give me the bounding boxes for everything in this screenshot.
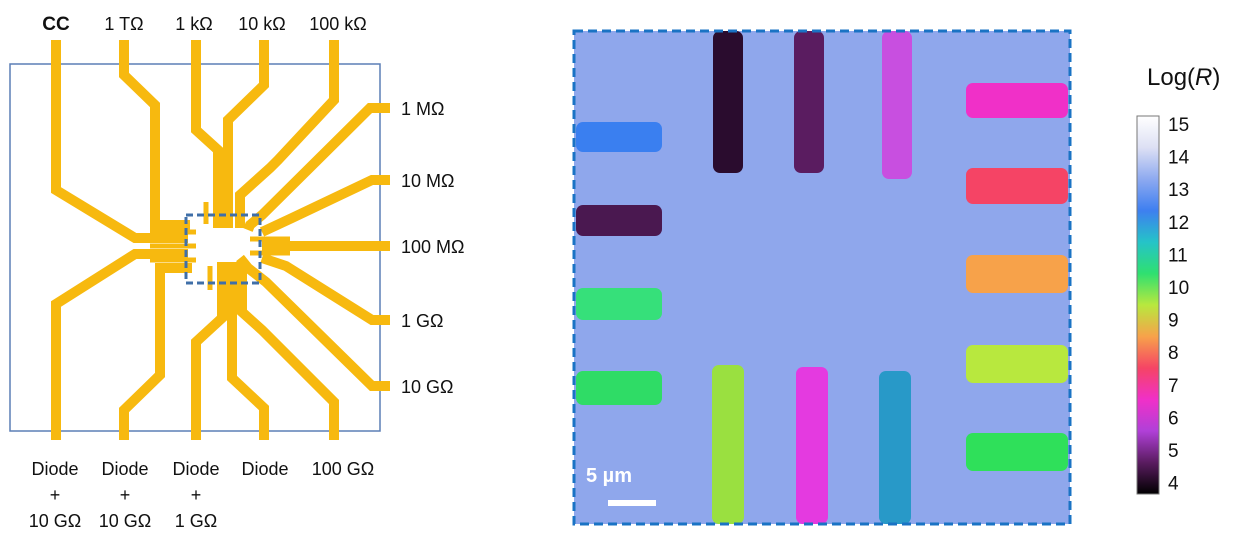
- electrode-left-4: [576, 371, 662, 405]
- colorbar: Log(R) 15 14 13 12 11 10 9 8 7 6 5 4: [1136, 64, 1220, 495]
- colorbar-ticks: 15 14 13 12 11 10 9 8 7 6 5 4: [1168, 115, 1190, 495]
- colorbar-tick-label: 15: [1168, 115, 1189, 136]
- electrode-top-2: [794, 31, 824, 173]
- chip-schematic: CC 1 TΩ 1 kΩ 10 kΩ 100 kΩ 1 MΩ 10 MΩ 100…: [9, 14, 464, 531]
- label-10g: 10 GΩ: [401, 377, 453, 397]
- electrode-right-3: [966, 255, 1068, 293]
- colorbar-title-suffix: ): [1212, 64, 1220, 91]
- label-1k: 1 kΩ: [175, 14, 212, 34]
- electrode-bottom-3: [879, 371, 911, 524]
- colorbar-tick-label: 6: [1168, 408, 1179, 429]
- colorbar-tick-label: 9: [1168, 311, 1179, 332]
- label-diode-a-line1: Diode: [31, 459, 78, 479]
- trace-cc: [51, 40, 188, 243]
- trace-diode-b: [119, 263, 192, 440]
- label-diode-c-line3: 1 GΩ: [175, 511, 217, 531]
- colorbar-tick-label: 10: [1168, 278, 1189, 299]
- label-1m: 1 MΩ: [401, 99, 444, 119]
- colorbar-title: Log(R): [1147, 64, 1220, 91]
- trace-100k: [235, 40, 339, 228]
- colorbar-tick-label: 14: [1168, 148, 1190, 169]
- scale-bar-label: 5 µm: [586, 465, 632, 487]
- trace-10k: [223, 40, 269, 228]
- trace-1t: [119, 40, 190, 230]
- trace-1g: [260, 253, 390, 325]
- bottom-labels: Diode + 10 GΩ Diode + 10 GΩ Diode + 1 GΩ…: [29, 459, 374, 531]
- electrode-right-5: [966, 433, 1068, 471]
- electrode-bottom-2: [796, 367, 828, 524]
- electrode-top-1: [713, 31, 743, 173]
- trace-diode-a: [51, 249, 188, 440]
- electrode-group: [576, 31, 1068, 524]
- label-diode-b-line3: 10 GΩ: [99, 511, 151, 531]
- electrode-left-2: [576, 205, 662, 236]
- electrode-right-4: [966, 345, 1068, 383]
- label-1g: 1 GΩ: [401, 311, 443, 331]
- label-diode-d-line1: Diode: [241, 459, 288, 479]
- colorbar-tick-label: 4: [1168, 474, 1179, 495]
- trace-1m: [243, 103, 390, 232]
- colorbar-tick-label: 8: [1168, 343, 1179, 364]
- label-100g-line1: 100 GΩ: [312, 459, 375, 479]
- label-10k: 10 kΩ: [238, 14, 285, 34]
- electrode-right-2: [966, 168, 1068, 204]
- colorbar-tick-label: 5: [1168, 441, 1179, 462]
- label-1t: 1 TΩ: [104, 14, 143, 34]
- label-10m: 10 MΩ: [401, 171, 454, 191]
- right-labels: 1 MΩ 10 MΩ 100 MΩ 1 GΩ 10 GΩ: [401, 99, 464, 397]
- trace-diode-d: [227, 262, 269, 440]
- colorbar-tick-label: 7: [1168, 376, 1179, 397]
- colorbar-tick-label: 11: [1168, 245, 1188, 266]
- colorbar-tick-label: 13: [1168, 180, 1189, 201]
- electrode-left-1: [576, 122, 662, 152]
- resistance-map: 5 µm: [572, 29, 1072, 526]
- label-diode-b-line2: +: [120, 485, 131, 505]
- trace-10m: [259, 175, 390, 237]
- electrode-bottom-1: [712, 365, 744, 524]
- label-cc: CC: [42, 14, 70, 35]
- zoom-region-box: [184, 213, 262, 285]
- electrode-right-1: [966, 83, 1068, 118]
- label-diode-c-line2: +: [191, 485, 202, 505]
- label-100m: 100 MΩ: [401, 237, 464, 257]
- trace-1k: [191, 40, 223, 228]
- label-diode-b-line1: Diode: [101, 459, 148, 479]
- colorbar-tick-label: 12: [1168, 213, 1189, 234]
- label-100k: 100 kΩ: [309, 14, 367, 34]
- trace-100g: [237, 262, 339, 440]
- label-diode-a-line3: 10 GΩ: [29, 511, 81, 531]
- colorbar-ramp: [1136, 115, 1160, 495]
- colorbar-title-prefix: Log(: [1147, 64, 1195, 91]
- electrode-top-3: [882, 31, 912, 179]
- trace-diode-c: [191, 262, 227, 440]
- scale-bar: [608, 500, 656, 506]
- colorbar-title-variable: R: [1195, 64, 1212, 91]
- gold-traces: [51, 40, 390, 440]
- label-diode-a-line2: +: [50, 485, 61, 505]
- electrode-left-3: [576, 288, 662, 320]
- top-labels: CC 1 TΩ 1 kΩ 10 kΩ 100 kΩ: [42, 14, 366, 35]
- map-border: [572, 29, 1072, 526]
- label-diode-c-line1: Diode: [172, 459, 219, 479]
